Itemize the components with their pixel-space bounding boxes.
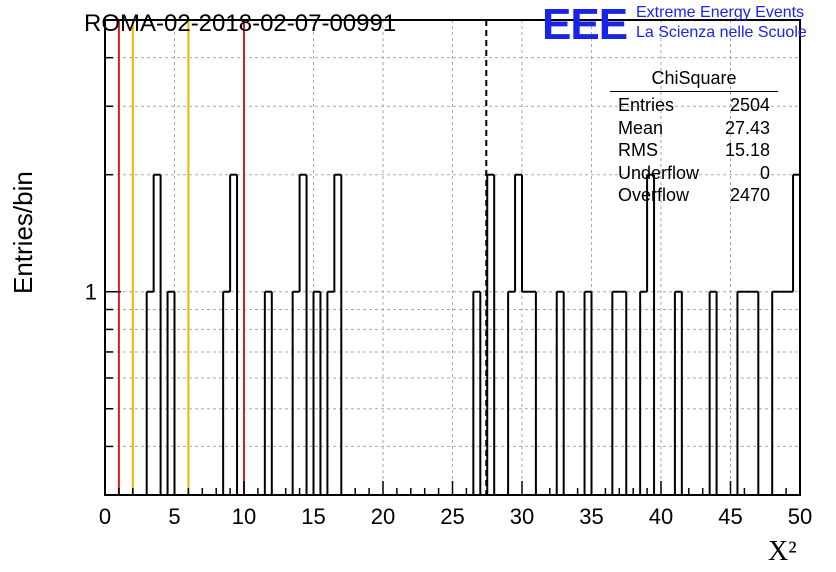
stats-title: ChiSquare [610, 68, 778, 92]
stats-label: RMS [618, 140, 658, 161]
y-tick-label: 1 [85, 280, 97, 305]
x-tick-label: 20 [371, 504, 395, 529]
histogram-bin [340, 174, 349, 496]
stats-row-overflow: Overflow 2470 [610, 184, 778, 207]
stats-row-mean: Mean 27.43 [610, 117, 778, 140]
histogram-bin [507, 290, 516, 495]
histogram-bin [486, 173, 495, 495]
stats-row-rms: RMS 15.18 [610, 139, 778, 162]
grid-lines [105, 20, 800, 495]
histogram-bin [562, 291, 571, 496]
stats-value: 15.18 [724, 140, 770, 161]
histogram-bin [625, 291, 634, 496]
histogram-bin [736, 290, 745, 495]
histogram-bin [305, 174, 314, 496]
stats-label: Overflow [618, 185, 690, 206]
stats-box: ChiSquare Entries 2504 Mean 27.43 RMS 15… [610, 68, 778, 207]
chart-title: ROMA-02-2018-02-07-00991 [84, 10, 397, 37]
x-tick-label: 45 [718, 504, 742, 529]
histogram-bin [333, 173, 342, 292]
histogram-bin [583, 290, 592, 495]
x-tick-label: 0 [99, 504, 111, 529]
histogram-bin [472, 290, 481, 495]
reference-lines [117, 20, 488, 495]
histogram-bin [263, 290, 272, 495]
histogram-bin [771, 290, 780, 495]
x-tick-labels: 0 5 10 15 20 25 30 35 40 45 50 [99, 504, 812, 529]
stats-value: 0 [759, 162, 770, 183]
histogram-bin [222, 290, 231, 495]
histogram-bin [270, 291, 279, 496]
x-tick-label: 30 [510, 504, 534, 529]
histogram-bin [653, 174, 661, 496]
histogram-bin [166, 290, 175, 495]
stats-value: 2470 [729, 185, 770, 206]
stats-label: Entries [618, 95, 675, 115]
stats-row-entries: Entries 2504 [610, 94, 778, 117]
y-tick-labels: 1 [85, 280, 97, 305]
histogram-bin [236, 174, 244, 496]
histogram-bars [105, 173, 801, 496]
histogram-bin [646, 173, 655, 292]
logo-line-1: Extreme Energy Events [636, 4, 805, 21]
histogram-bin [673, 290, 682, 495]
histogram-bin [792, 173, 800, 292]
histogram-bin [298, 173, 307, 292]
x-tick-label: 40 [649, 504, 673, 529]
histogram-bin [229, 173, 238, 292]
logo-mark: EEE [542, 0, 628, 49]
eee-logo: EEE Extreme Energy Events La Scienza nel… [540, 0, 836, 49]
x-axis-label: X² [768, 536, 797, 567]
logo-line-2: La Scienza nelle Scuole [636, 24, 807, 41]
stats-label: Underflow [618, 162, 700, 183]
histogram-bin [590, 291, 599, 496]
histogram-bin [493, 174, 502, 496]
histogram-bin [319, 291, 328, 496]
x-tick-label: 35 [579, 504, 603, 529]
histogram-bin [680, 291, 689, 496]
histogram-bin [708, 290, 717, 495]
stats-value: 27.43 [724, 117, 770, 138]
x-tick-label: 25 [440, 504, 464, 529]
x-tick-label: 5 [168, 504, 180, 529]
histogram-bin [514, 173, 522, 292]
histogram-bin [611, 290, 620, 495]
x-tick-label: 10 [232, 504, 256, 529]
stats-row-underflow: Underflow 0 [610, 162, 778, 185]
axis-ticks [104, 56, 801, 495]
y-axis-label: Entries/bin [8, 171, 38, 294]
x-tick-label: 50 [788, 504, 812, 529]
histogram-bin [291, 290, 300, 495]
histogram-bin [757, 291, 766, 496]
histogram-bin [639, 290, 648, 495]
histogram-bin [534, 291, 543, 496]
histogram-bin [521, 174, 529, 293]
histogram-bin [145, 290, 154, 495]
stats-value: 2504 [729, 95, 770, 115]
histogram-bin [173, 291, 182, 496]
histogram-bin [312, 290, 321, 495]
histogram-bin [159, 174, 168, 496]
histogram-bin [715, 291, 724, 496]
stats-label: Mean [618, 117, 664, 138]
histogram-bin [326, 290, 335, 495]
x-tick-label: 15 [301, 504, 325, 529]
histogram-bin [555, 290, 564, 495]
histogram-bin [152, 173, 161, 292]
